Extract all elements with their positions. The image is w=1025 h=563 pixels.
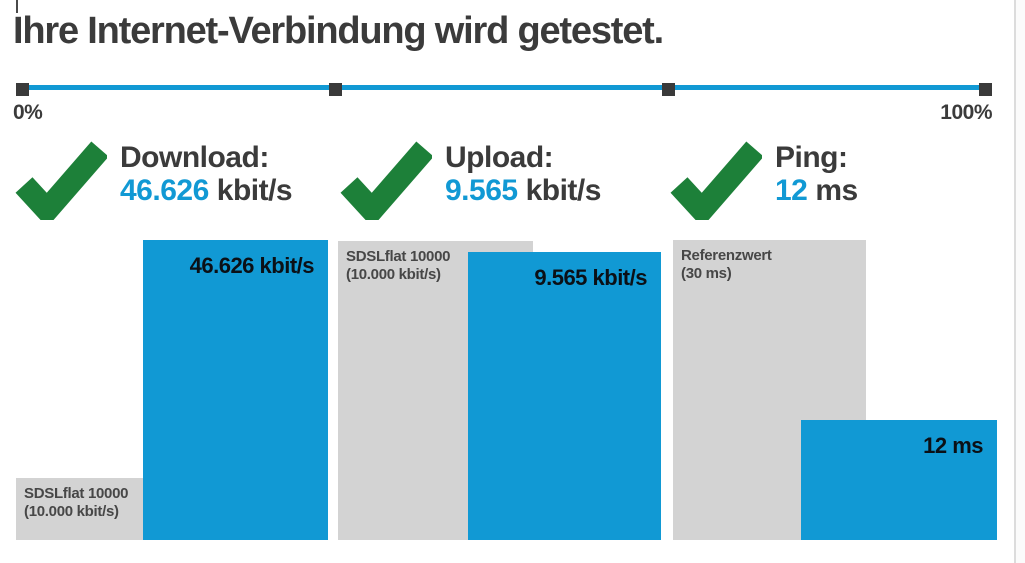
result-ping-value: 12 ms — [775, 174, 858, 207]
upload-measured-bar: 9.565 kbit/s — [468, 252, 661, 540]
result-upload-value: 9.565 kbit/s — [445, 174, 601, 207]
result-upload: Upload: 9.565 kbit/s — [340, 140, 601, 220]
result-download-label: Download: — [120, 141, 269, 174]
result-download-value: 46.626 kbit/s — [120, 174, 293, 207]
upload-measured-bar-label: 9.565 kbit/s — [534, 265, 647, 290]
ping-reference-bar-label: Referenzwert (30 ms) — [681, 247, 772, 282]
progress-start-label: 0% — [13, 101, 43, 124]
progress-end-label: 100% — [940, 101, 992, 124]
progress-track — [16, 85, 992, 90]
ping-measured-bar-label: 12 ms — [923, 433, 983, 458]
result-download: Download: 46.626 kbit/s — [15, 140, 293, 220]
progress-marker-upload — [662, 83, 675, 96]
page-edge-divider — [1014, 0, 1016, 563]
download-measured-bar-label: 46.626 kbit/s — [189, 253, 315, 278]
check-icon — [670, 141, 762, 220]
progress-marker-end — [979, 83, 992, 96]
check-icon — [340, 141, 432, 220]
result-ping-label: Ping: — [775, 141, 848, 174]
page-title: Ihre Internet-Verbindung wird getestet. — [13, 10, 664, 52]
progress-marker-download — [329, 83, 342, 96]
ping-measured-bar: 12 ms — [801, 420, 997, 540]
upload-reference-bar-label: SDSLflat 10000 (10.000 kbit/s) — [346, 248, 451, 283]
download-reference-bar-label: SDSLflat 10000 (10.000 kbit/s) — [24, 485, 129, 520]
download-reference-bar: SDSLflat 10000 (10.000 kbit/s) — [16, 478, 143, 540]
progress-marker-start — [16, 83, 29, 96]
check-icon — [15, 141, 107, 220]
page-edge-strip — [1016, 0, 1025, 563]
text-cursor-artifact — [16, 0, 18, 13]
download-measured-bar: 46.626 kbit/s — [143, 240, 328, 540]
result-upload-label: Upload: — [445, 141, 554, 174]
result-ping: Ping: 12 ms — [670, 140, 858, 220]
